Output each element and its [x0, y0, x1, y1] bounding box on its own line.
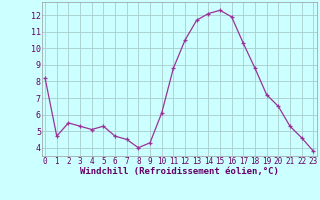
X-axis label: Windchill (Refroidissement éolien,°C): Windchill (Refroidissement éolien,°C): [80, 167, 279, 176]
